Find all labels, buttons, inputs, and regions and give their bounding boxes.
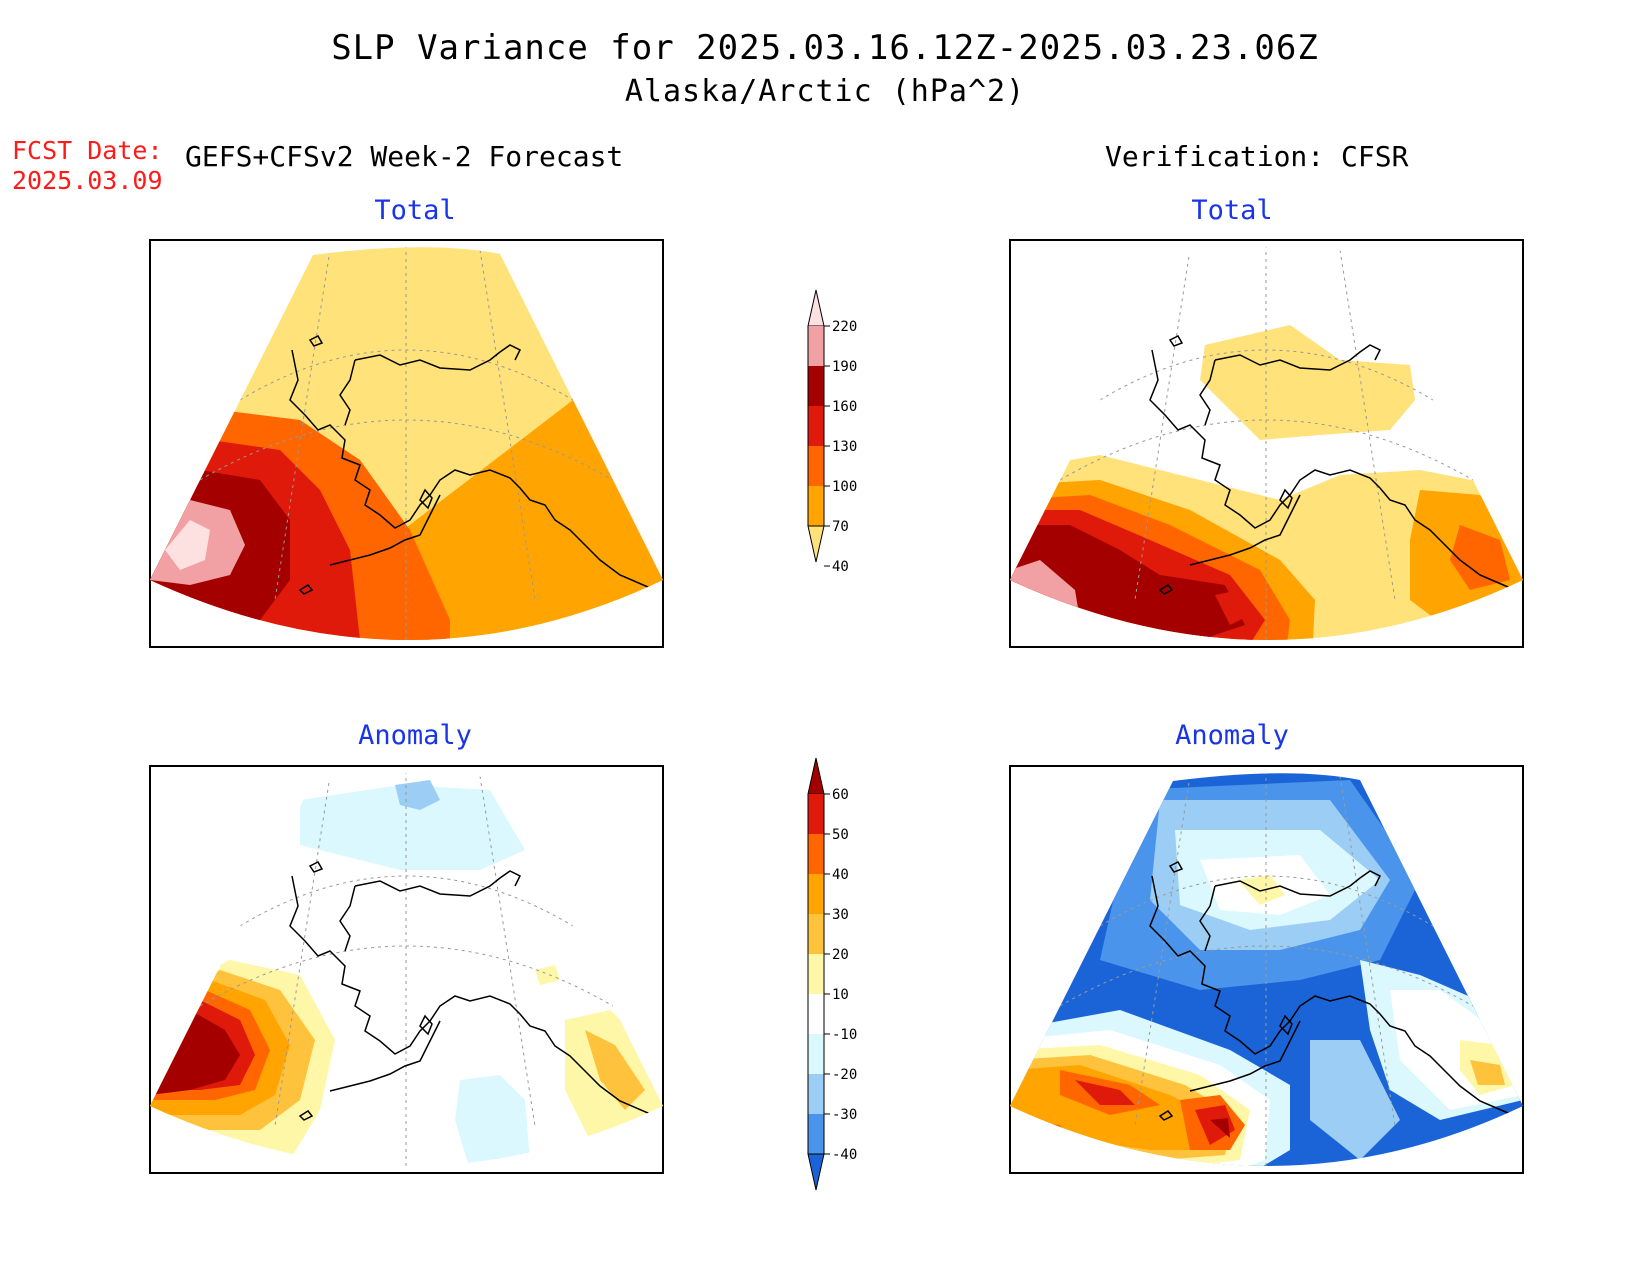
anomaly-colorbar: 60 50 40 30 20 10 -10 -20 -30 -40 [807, 757, 857, 1191]
total-colorbar-segment [808, 406, 824, 446]
anomaly-colorbar-tick-label: -40 [832, 1147, 857, 1163]
anomaly-colorbar-tick-label: 60 [832, 787, 849, 803]
panel-title-verification-anomaly: Anomaly [1175, 720, 1289, 751]
anomaly-colorbar-tick-label: -30 [832, 1107, 857, 1123]
panel-title-verification-total: Total [1191, 195, 1273, 226]
anomaly-colorbar-tick-label: 50 [832, 827, 849, 843]
anomaly-colorbar-segment [808, 914, 824, 954]
verification-column-header: Verification: CFSR [1105, 140, 1409, 173]
panel-title-forecast-anomaly: Anomaly [358, 720, 472, 751]
anomaly-colorbar-arrow-bottom [807, 1153, 825, 1191]
total-colorbar-tick-label: 190 [832, 359, 857, 375]
fcst-date-label: FCST Date: [12, 136, 163, 165]
total-colorbar-segment [808, 366, 824, 406]
anomaly-colorbar-segment [808, 1114, 824, 1154]
forecast-column-header: GEFS+CFSv2 Week-2 Forecast [185, 140, 624, 173]
anomaly-colorbar-tick-label: -10 [832, 1027, 857, 1043]
total-colorbar-tick-label: 160 [832, 399, 857, 415]
total-colorbar-tick-label: 40 [832, 559, 849, 575]
total-colorbar-tick-label: 130 [832, 439, 857, 455]
anomaly-colorbar-tick-label: 40 [832, 867, 849, 883]
total-colorbar-arrow-bottom [807, 525, 825, 563]
anomaly-colorbar-tick-label: -20 [832, 1067, 857, 1083]
total-colorbar-tick-label: 220 [832, 319, 857, 335]
figure-subtitle: Alaska/Arctic (hPa^2) [624, 74, 1026, 109]
anomaly-colorbar-arrow-top [807, 757, 825, 795]
panel-title-forecast-total: Total [374, 195, 456, 226]
anomaly-colorbar-tick-label: 20 [832, 947, 849, 963]
anomaly-colorbar-segment [808, 1074, 824, 1114]
anomaly-colorbar-tick-label: 30 [832, 907, 849, 923]
anomaly-colorbar-tick-label: 10 [832, 987, 849, 1003]
figure-title: SLP Variance for 2025.03.16.12Z-2025.03.… [331, 28, 1319, 68]
fcst-date-value: 2025.03.09 [12, 166, 163, 195]
total-colorbar-tick-label: 100 [832, 479, 857, 495]
anomaly-colorbar-segment [808, 994, 824, 1034]
anomaly-colorbar-segment [808, 794, 824, 834]
total-colorbar-segment [808, 486, 824, 526]
total-colorbar-segment [808, 326, 824, 366]
anomaly-colorbar-segment [808, 834, 824, 874]
anomaly-colorbar-segment [808, 954, 824, 994]
total-colorbar-tick-label: 70 [832, 519, 849, 535]
total-colorbar: 220 190 160 130 100 70 40 [807, 289, 857, 575]
anomaly-colorbar-segment [808, 1034, 824, 1074]
total-colorbar-segment [808, 446, 824, 486]
anomaly-colorbar-segment [808, 874, 824, 914]
total-colorbar-arrow-top [807, 289, 825, 327]
